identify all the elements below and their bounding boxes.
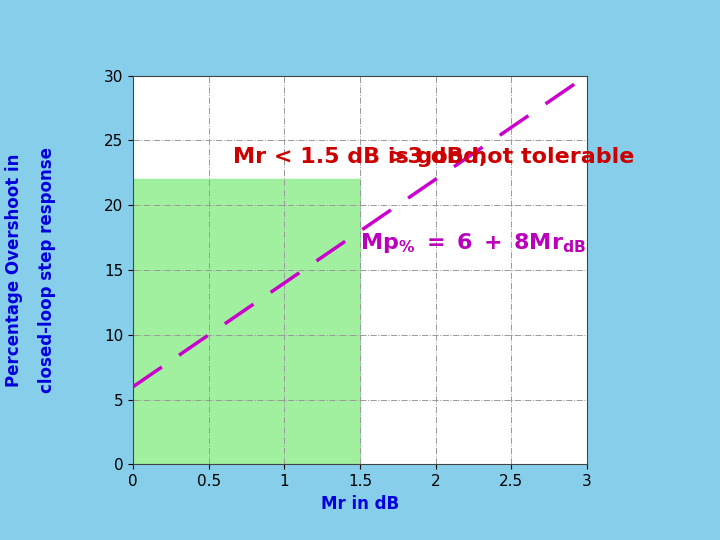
Text: Mr < 1.5 dB is good,: Mr < 1.5 dB is good, — [233, 147, 487, 167]
Text: $\mathregular{Mp_{\%}\ =\ 6\ +\ 8Mr_{dB}}$: $\mathregular{Mp_{\%}\ =\ 6\ +\ 8Mr_{dB}… — [360, 231, 586, 255]
Text: >3 dB not tolerable: >3 dB not tolerable — [390, 147, 635, 167]
Text: Percentage Overshoot in: Percentage Overshoot in — [5, 153, 24, 387]
Text: closed-loop step response: closed-loop step response — [37, 147, 56, 393]
Bar — [133, 179, 360, 464]
X-axis label: Mr in dB: Mr in dB — [321, 495, 399, 512]
